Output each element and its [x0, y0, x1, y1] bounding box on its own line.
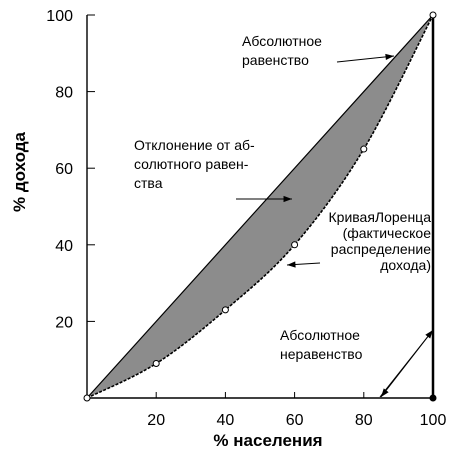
lorenz-point	[360, 145, 368, 153]
arrow-inequality-back-head	[381, 388, 389, 397]
tick-labels-layer: 20 40 60 80 100 20 40 60 80 100	[46, 8, 446, 429]
arrow-equality-head	[385, 53, 394, 60]
annotations-layer: Абсолютное равенство Отклонение от аб-солю…	[134, 33, 434, 398]
x-tick-label: 20	[147, 412, 165, 429]
y-tick-label: 80	[55, 85, 73, 102]
lorenz-point	[429, 11, 437, 19]
annotation-deviation: ства	[134, 175, 163, 191]
y-tick-label: 100	[46, 8, 73, 25]
lorenz-point	[221, 306, 229, 314]
data-points-layer	[83, 11, 437, 402]
x-tick-label: 80	[355, 412, 373, 429]
arrow-lorenz-head	[287, 261, 296, 268]
x-tick-label: 60	[286, 412, 304, 429]
x-tick-label: 40	[217, 412, 235, 429]
lorenz-point	[83, 394, 91, 402]
annotation-equality: Абсолютное	[242, 33, 322, 49]
arrow-inequality-back	[380, 329, 434, 398]
annotation-inequality: неравенство	[280, 346, 363, 362]
annotation-lorenz: распределение	[331, 241, 431, 257]
corner-point	[429, 394, 437, 402]
x-axis-title: % населения	[213, 431, 322, 450]
y-axis-title: % дохода	[10, 131, 29, 212]
y-tick-label: 40	[55, 238, 73, 255]
arrow-deviation-head	[283, 195, 292, 203]
annotation-lorenz: (фактическое	[343, 225, 432, 241]
annotation-lorenz: КриваяЛоренца	[329, 209, 432, 225]
arrow-equality	[336, 55, 395, 63]
annotation-lorenz: дохода)	[380, 257, 431, 273]
annotation-inequality: Абсолютное	[280, 327, 360, 343]
lorenz-point	[291, 241, 299, 249]
annotation-equality: равенство	[242, 52, 309, 68]
lorenz-point	[152, 360, 160, 368]
x-tick-label: 100	[420, 412, 447, 429]
y-tick-label: 60	[55, 161, 73, 178]
y-tick-label: 20	[55, 314, 73, 331]
equality-line	[86, 14, 434, 399]
axes-layer	[86, 14, 435, 399]
annotation-deviation: солютного равен-	[134, 156, 249, 172]
annotation-deviation: Отклонение от аб-	[134, 137, 255, 153]
